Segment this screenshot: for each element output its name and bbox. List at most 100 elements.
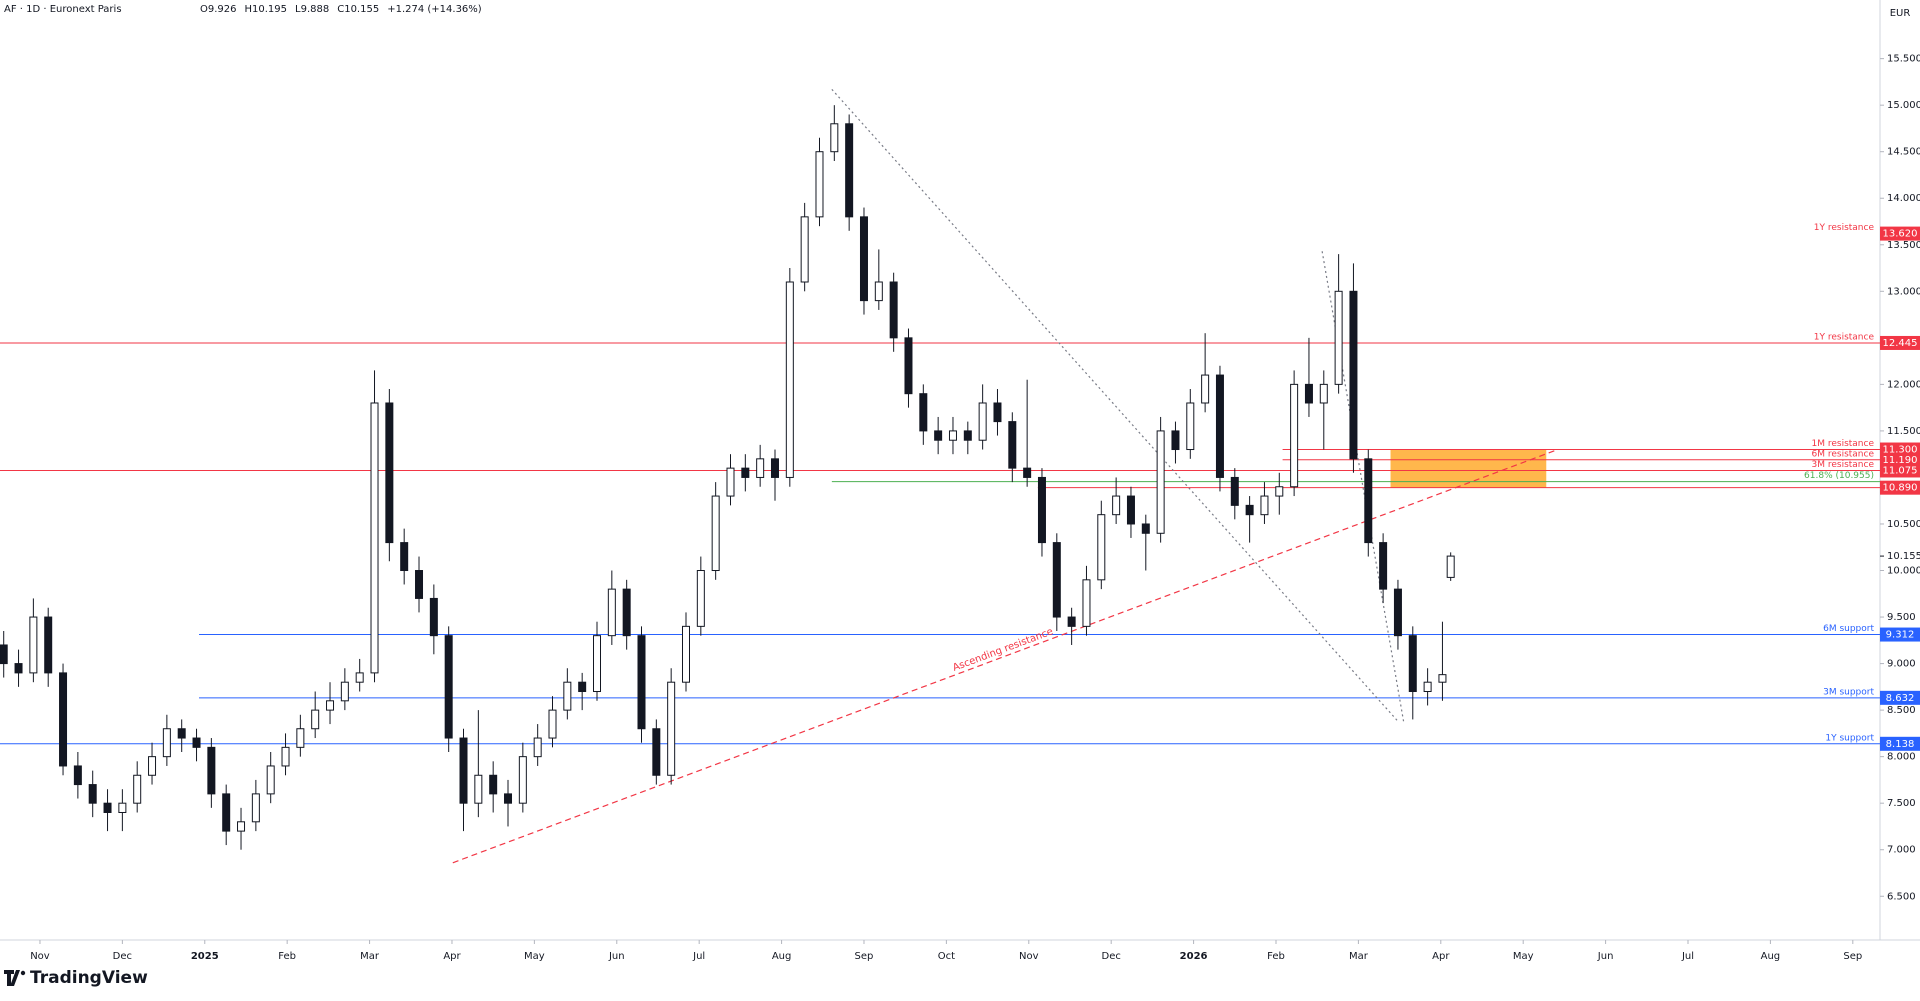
- candle-body: [222, 793, 231, 832]
- x-tick-label: Sep: [1843, 951, 1862, 962]
- level-label: 6M support: [1823, 624, 1874, 634]
- candle-body: [874, 281, 883, 302]
- candle-body: [756, 458, 765, 478]
- candle-body: [444, 635, 453, 739]
- candle-body: [578, 681, 587, 693]
- candle-body: [1304, 383, 1313, 404]
- candle-body: [845, 123, 854, 218]
- x-tick-label: Jul: [1681, 951, 1694, 962]
- candle-body: [889, 281, 898, 339]
- candle-body: [281, 746, 290, 767]
- candle-body: [548, 709, 557, 739]
- price-tag: [1880, 690, 1920, 705]
- y-tick-label: 13.000: [1887, 286, 1920, 297]
- candle-body: [741, 467, 750, 478]
- x-tick-label: Mar: [360, 951, 380, 962]
- ohlc-value: C10.155: [337, 4, 379, 15]
- level-label: 1Y support: [1825, 733, 1874, 743]
- candle-body: [1364, 458, 1373, 544]
- y-tick-label: 8.000: [1887, 752, 1916, 763]
- candle-body: [1245, 504, 1254, 516]
- symbol: AF · 1D · Euronext Paris: [4, 4, 122, 15]
- price-tag: [1880, 335, 1920, 350]
- candle-body: [859, 216, 868, 302]
- candle-body: [919, 393, 928, 432]
- x-tick-label: Sep: [855, 951, 874, 962]
- y-tick-label: 10.500: [1887, 519, 1920, 530]
- price-tag-label: 11.300: [1883, 445, 1918, 456]
- candle-body: [474, 774, 483, 804]
- price-tag-label: 9.312: [1886, 630, 1915, 641]
- candle-body: [1275, 486, 1284, 497]
- price-tag-label: 12.445: [1883, 338, 1918, 349]
- candle-body: [1446, 555, 1455, 578]
- candle-body: [1126, 495, 1135, 525]
- candle-body: [59, 672, 68, 767]
- level-label: 61.8% (10.955): [1804, 471, 1874, 481]
- candle-body: [978, 402, 987, 441]
- brand: TradingView: [30, 968, 148, 988]
- x-tick-label: Dec: [1102, 951, 1121, 962]
- x-tick-label: Apr: [443, 951, 461, 962]
- candle-body: [770, 458, 779, 478]
- ohlc-value: +1.274 (+14.36%): [387, 4, 482, 15]
- candle-body: [1230, 476, 1239, 506]
- x-tick-label: Aug: [1761, 951, 1781, 962]
- candle-body: [0, 644, 8, 665]
- price-tag-label: 11.075: [1883, 465, 1918, 476]
- candle-body: [1186, 402, 1195, 451]
- x-tick-label: Dec: [113, 951, 132, 962]
- candle-body: [162, 728, 171, 758]
- candle-body: [830, 123, 839, 153]
- price-tag-label: 8.632: [1886, 693, 1915, 704]
- price-tag-label: 10.890: [1883, 483, 1918, 494]
- x-tick-label: Feb: [278, 951, 296, 962]
- candle-body: [14, 663, 23, 674]
- candle-body: [1171, 430, 1180, 451]
- candle-body: [667, 681, 676, 776]
- x-tick-label: Feb: [1267, 951, 1285, 962]
- y-tick-label: 15.500: [1887, 54, 1920, 65]
- price-tag: [1880, 452, 1920, 467]
- candle-body: [385, 402, 394, 544]
- candle-body: [1319, 383, 1328, 404]
- y-tick-label: 11.500: [1887, 426, 1920, 437]
- x-tick-label: May: [524, 951, 545, 962]
- y-tick-label: 13.500: [1887, 240, 1920, 251]
- y-tick-label: 9.500: [1887, 612, 1916, 623]
- currency: EUR: [1890, 8, 1911, 19]
- candle-body: [696, 570, 705, 627]
- x-tick-label: Oct: [938, 951, 955, 962]
- brand-logo: [4, 970, 26, 986]
- price-tag-label: 11.190: [1883, 455, 1918, 466]
- candle-body: [1052, 542, 1061, 618]
- candle-body: [1260, 495, 1269, 516]
- candle-body: [785, 281, 794, 478]
- level-label: 6M resistance: [1811, 449, 1874, 459]
- ohlc-value: H10.195: [245, 4, 288, 15]
- y-tick-label: 15.000: [1887, 100, 1920, 111]
- candle-body: [251, 793, 260, 823]
- x-tick-label: 2025: [191, 951, 219, 962]
- candle-body: [1334, 290, 1343, 385]
- candle-body: [73, 765, 82, 786]
- y-tick-label: 12.000: [1887, 379, 1920, 390]
- candle-body: [1082, 579, 1091, 627]
- candle-body: [726, 467, 735, 497]
- candle-body: [459, 737, 468, 804]
- candle-body: [1423, 681, 1432, 693]
- candle-body: [800, 216, 809, 283]
- ohlc-value: O9.926: [200, 4, 237, 15]
- candle-body: [1201, 374, 1210, 404]
- candle-body: [148, 756, 157, 776]
- candle-body: [311, 709, 320, 730]
- x-tick-label: 2026: [1180, 951, 1208, 962]
- y-tick-label: 14.500: [1887, 147, 1920, 158]
- trendline: [452, 448, 1559, 864]
- candle-body: [637, 635, 646, 730]
- candle-body: [489, 774, 498, 795]
- candle-body: [711, 495, 720, 572]
- candle-body: [681, 625, 690, 683]
